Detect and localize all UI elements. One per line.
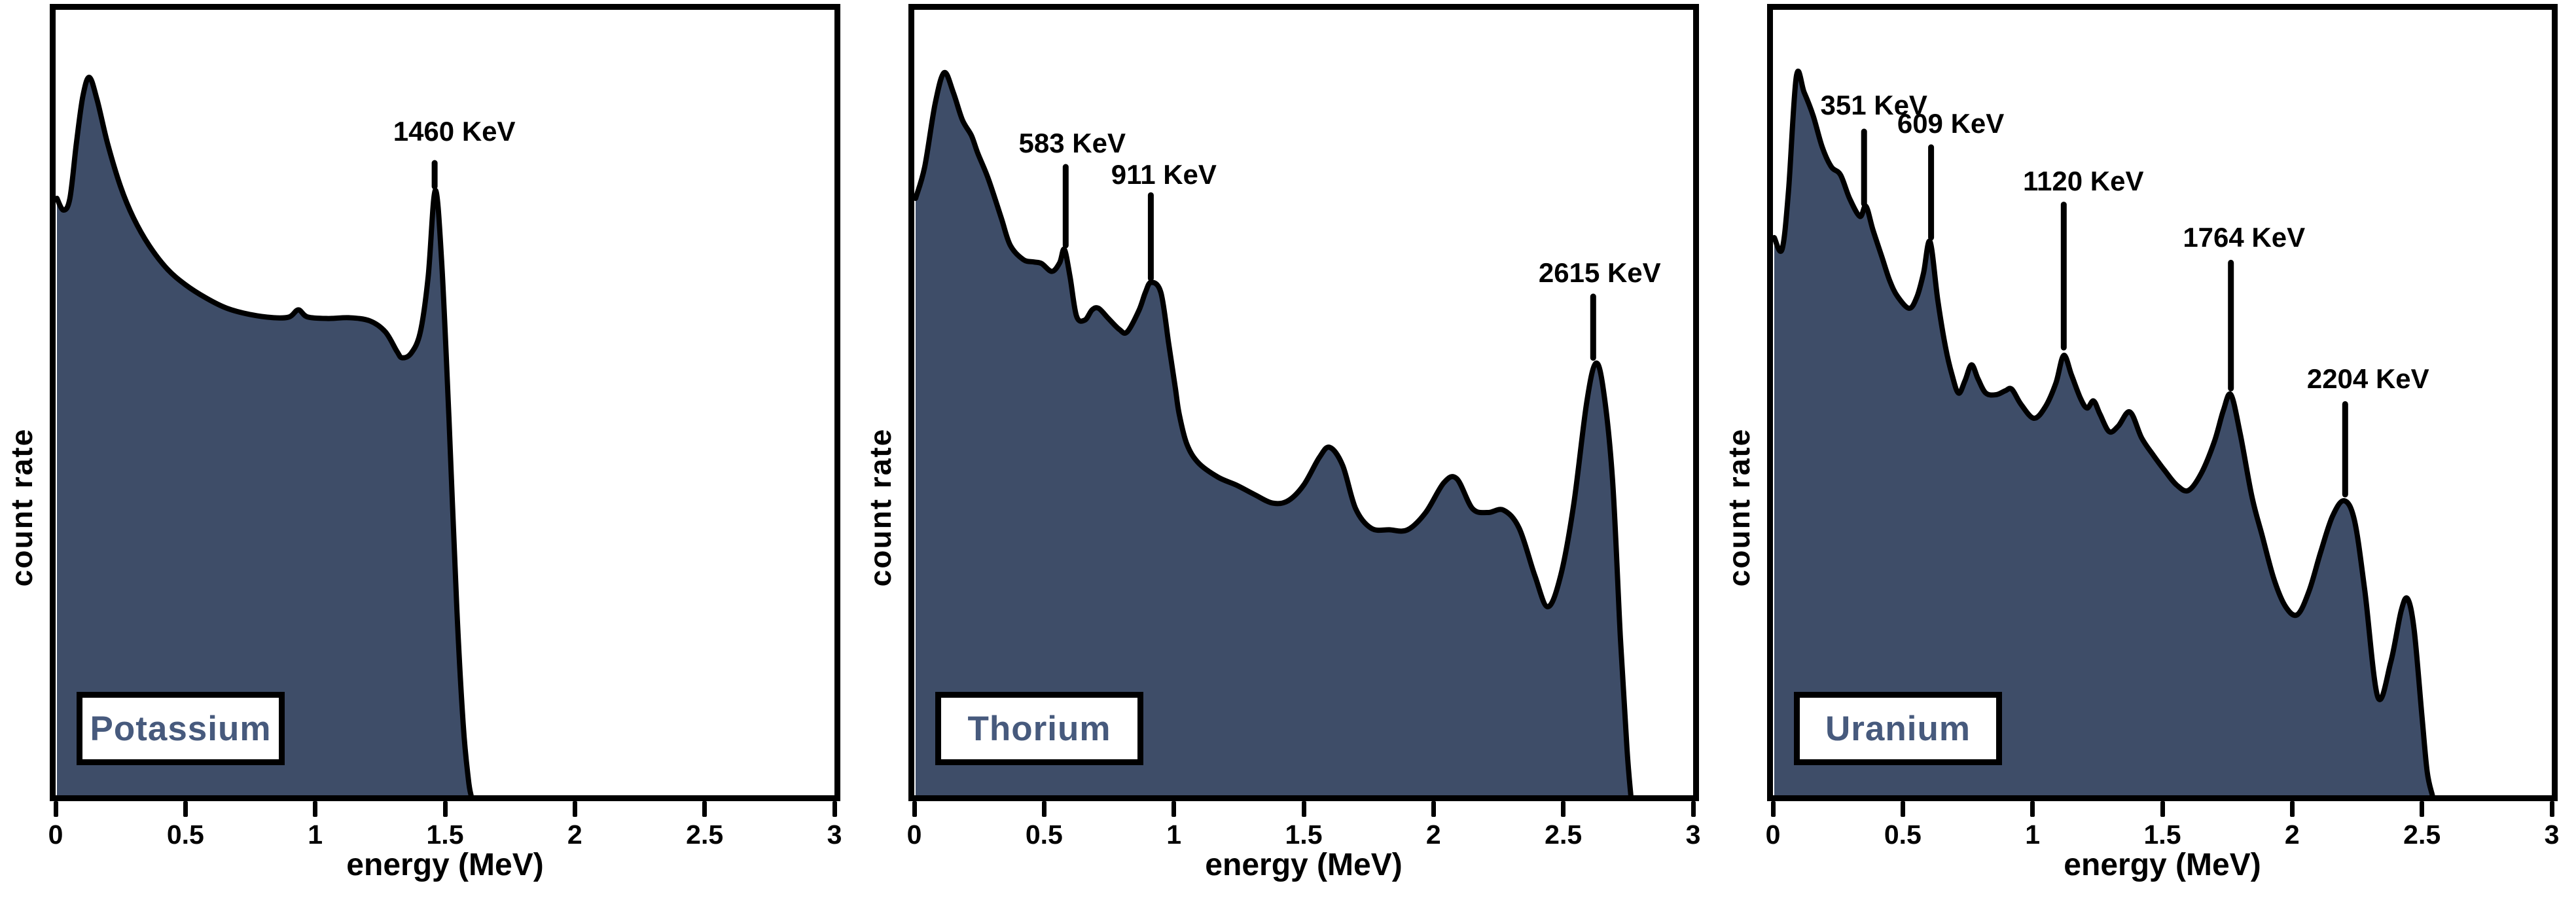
y-axis-label: count rate <box>863 427 897 587</box>
panel-thorium: count rate 583 KeV 911 KeV 2615 KeV Thoriu… <box>859 0 1717 886</box>
x-tick-mark <box>1690 801 1696 817</box>
spectrum-trace <box>914 69 1634 795</box>
x-tick-mark <box>1301 801 1306 817</box>
legend-box: Uranium <box>1794 692 2002 765</box>
x-tick-mark <box>1431 801 1436 817</box>
x-tick-mark <box>2549 801 2554 817</box>
legend-label: Uranium <box>1825 709 1971 748</box>
plot-area-thorium: 583 KeV 911 KeV 2615 KeV Thorium <box>908 4 1699 801</box>
legend-label: Thorium <box>967 709 1111 748</box>
legend-label: Potassium <box>90 709 272 748</box>
x-tick-mark <box>2289 801 2295 817</box>
x-tick-mark <box>1172 801 1177 817</box>
x-tick-mark <box>1041 801 1046 817</box>
x-tick-mark <box>2160 801 2165 817</box>
x-axis-ticks <box>53 801 837 818</box>
x-axis-label: energy (MeV) <box>1205 848 1403 882</box>
x-tick-label: 0 <box>1765 819 1781 850</box>
x-tick-label: 1 <box>1166 819 1182 850</box>
plot-area-potassium: 1460 KeV Potassium <box>50 4 840 801</box>
x-tick-label: 2 <box>2284 819 2300 850</box>
spectrum-area-fill <box>916 72 1631 795</box>
x-tick-label: 2.5 <box>1545 819 1583 850</box>
spectrum-curve-potassium <box>56 75 474 795</box>
x-tick-label: 0.5 <box>1025 819 1063 850</box>
x-tick-label: 1.5 <box>426 819 464 850</box>
x-tick-label: 1 <box>308 819 323 850</box>
legend-box: Thorium <box>935 692 1143 765</box>
y-axis-label: count rate <box>1722 427 1756 587</box>
spectrum-curve-thorium <box>914 69 1634 795</box>
x-tick-label: 1.5 <box>1285 819 1323 850</box>
x-tick-mark <box>53 801 58 817</box>
spectrum-trace <box>1773 68 2435 795</box>
x-tick-mark <box>572 801 577 817</box>
x-tick-label: 1 <box>2025 819 2041 850</box>
spectrum-area-fill <box>1774 71 2433 795</box>
x-tick-label: 3 <box>2544 819 2560 850</box>
x-tick-mark <box>1770 801 1776 817</box>
x-tick-label: 0.5 <box>166 819 204 850</box>
x-axis-label: energy (MeV) <box>346 848 544 882</box>
x-tick-mark <box>313 801 318 817</box>
x-tick-mark <box>702 801 707 817</box>
x-tick-mark <box>2420 801 2425 817</box>
spectrum-curve-uranium <box>1773 68 2435 795</box>
x-tick-label: 3 <box>1685 819 1701 850</box>
spectrum-trace <box>56 75 474 795</box>
x-axis-label: energy (MeV) <box>2064 848 2261 882</box>
panel-uranium: count rate 351 KeV 609 KeV 1120 KeV 1764 Ke… <box>1717 0 2576 886</box>
x-tick-label: 1.5 <box>2143 819 2181 850</box>
x-tick-mark <box>183 801 188 817</box>
x-tick-label: 2.5 <box>2403 819 2441 850</box>
panel-potassium: count rate 1460 KeV Potassium energy (Me… <box>0 0 859 886</box>
y-axis-label: count rate <box>5 427 39 587</box>
spectrum-area-fill <box>57 77 471 795</box>
x-tick-mark <box>1900 801 1905 817</box>
x-tick-label: 3 <box>827 819 842 850</box>
x-tick-mark <box>1561 801 1566 817</box>
x-axis-ticks <box>912 801 1696 818</box>
x-tick-mark <box>2030 801 2035 817</box>
x-tick-label: 0 <box>48 819 63 850</box>
x-tick-label: 0.5 <box>1884 819 1922 850</box>
x-tick-label: 2 <box>1425 819 1441 850</box>
x-axis-ticks <box>1770 801 2554 818</box>
plot-area-uranium: 351 KeV 609 KeV 1120 KeV 1764 KeV 2204 KeV U… <box>1767 4 2558 801</box>
x-tick-mark <box>832 801 837 817</box>
x-tick-label: 2 <box>567 819 582 850</box>
x-tick-label: 0 <box>906 819 922 850</box>
x-tick-mark <box>912 801 917 817</box>
x-tick-label: 2.5 <box>686 819 724 850</box>
x-tick-mark <box>442 801 448 817</box>
legend-box: Potassium <box>77 692 285 765</box>
